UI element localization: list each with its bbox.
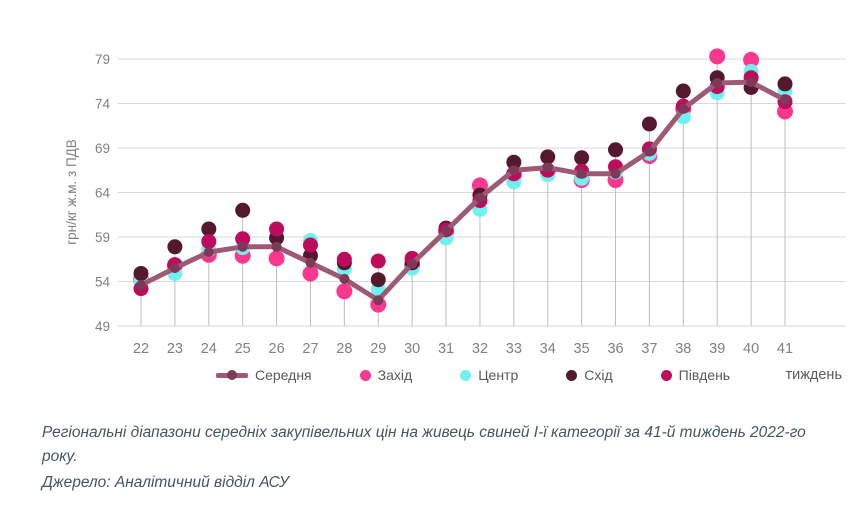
data-point-Схід <box>235 202 251 218</box>
data-point-Середня <box>542 162 553 173</box>
legend-label-zakhid: Захід <box>377 367 413 383</box>
data-point-Середня <box>678 103 689 114</box>
data-point-Середня <box>746 77 757 88</box>
x-tick-label: 25 <box>235 341 251 357</box>
y-tick-label: 49 <box>95 319 110 334</box>
legend-label-pivden: Південь <box>678 367 731 383</box>
x-tick-label: 37 <box>641 341 657 357</box>
dot-icon-skhid <box>566 369 578 381</box>
data-point-Захід <box>709 48 726 65</box>
data-point-Середня <box>237 241 248 252</box>
data-point-Середня <box>407 258 418 269</box>
data-point-Південь <box>201 233 217 249</box>
legend-item-skhid[interactable]: Схід <box>566 367 613 383</box>
data-point-Схід <box>201 221 217 237</box>
legend-item-pivden[interactable]: Південь <box>660 367 731 383</box>
data-point-Схід <box>167 239 183 255</box>
y-tick-label: 69 <box>95 141 110 156</box>
data-point-Середня <box>203 247 214 258</box>
x-tick-label: 38 <box>675 341 691 357</box>
legend-item-serednya[interactable]: Середня <box>216 367 312 383</box>
price-chart: 49 54 59 64 69 74 79 грн/кг ж.м. з ПДВ 22 23 24 25 2… <box>64 48 846 357</box>
data-point-Схід <box>675 83 691 99</box>
data-point-Середня <box>644 146 655 157</box>
data-point-Середня <box>373 295 384 306</box>
y-axis-title: грн/кг ж.м. з ПДВ <box>64 139 79 245</box>
x-tick-label: 41 <box>777 341 793 357</box>
chart-area: 49 54 59 64 69 74 79 грн/кг ж.м. з ПДВ 22 23 24 25 2… <box>0 48 852 385</box>
data-point-Схід <box>777 76 793 92</box>
data-point-Південь <box>336 251 352 267</box>
y-tick-label: 54 <box>95 275 111 290</box>
x-tick-label: 28 <box>336 341 352 357</box>
legend-item-zakhid[interactable]: Захід <box>359 367 413 383</box>
x-axis-title: тиждень <box>785 367 842 383</box>
data-point-Середня <box>780 94 790 105</box>
y-tick-label: 64 <box>95 186 111 201</box>
dot-icon-tsentr <box>460 369 472 381</box>
data-point-Середня <box>508 165 519 176</box>
x-tick-label: 36 <box>607 341 623 357</box>
caption-text: Регіональні діапазони середніх закупівел… <box>42 424 806 466</box>
x-tick-label: 29 <box>370 341 386 357</box>
chart-legend: Середня Захід Центр Схід Південь тиждень <box>0 365 852 385</box>
line-marker-dot-icon <box>227 370 237 380</box>
x-tick-label: 26 <box>269 341 285 357</box>
data-point-Середня <box>169 263 180 274</box>
data-point-Схід <box>641 116 657 132</box>
data-point-Захід <box>743 51 760 68</box>
data-point-Схід <box>133 265 149 281</box>
data-point-Захід <box>268 250 285 267</box>
data-point-Схід <box>506 154 522 170</box>
chart-caption: Регіональні діапазони середніх закупівел… <box>0 421 852 495</box>
legend-label-tsentr: Центр <box>478 367 519 383</box>
line-marker-icon <box>216 370 248 380</box>
data-point-Середня <box>136 280 146 291</box>
x-tick-label: 35 <box>574 341 590 357</box>
x-tick-label: 23 <box>167 341 183 357</box>
data-point-Середня <box>305 257 316 268</box>
y-tick-label: 79 <box>95 52 110 67</box>
average-line <box>138 79 788 303</box>
legend-label-serednya: Середня <box>255 367 312 383</box>
data-point-Схід <box>608 142 624 158</box>
data-point-Південь <box>370 253 386 269</box>
x-tick-label: 30 <box>404 341 420 357</box>
data-point-Схід <box>574 150 590 166</box>
data-point-Південь <box>235 231 251 247</box>
dot-icon-pivden <box>660 369 672 381</box>
data-point-Захід <box>302 265 319 282</box>
x-tick-label: 27 <box>302 341 318 357</box>
x-tick-label: 33 <box>506 341 522 357</box>
legend-item-tsentr[interactable]: Центр <box>460 367 518 383</box>
x-tick-label: 34 <box>540 341 556 357</box>
x-tick-label: 32 <box>472 341 488 357</box>
x-tick-label: 24 <box>201 341 217 357</box>
data-point-Середня <box>610 168 621 179</box>
data-point-Середня <box>339 273 350 284</box>
data-point-Середня <box>576 168 587 179</box>
data-point-Середня <box>474 192 485 203</box>
data-point-Схід <box>540 149 556 165</box>
dot-icon-zakhid <box>359 369 371 381</box>
data-point-Південь <box>302 237 318 253</box>
y-tick-label: 74 <box>95 97 111 112</box>
x-tick-label: 39 <box>709 341 725 357</box>
y-tick-label: 59 <box>95 230 110 245</box>
x-tick-label: 40 <box>743 341 759 357</box>
data-point-Середня <box>712 78 723 89</box>
x-tick-label: 22 <box>133 341 149 357</box>
data-point-Середня <box>271 241 282 252</box>
data-point-Середня <box>441 225 452 236</box>
data-point-Захід <box>336 283 353 300</box>
data-point-Південь <box>269 221 285 237</box>
caption-source: Джерело: Аналітичний відділ АСУ <box>42 474 289 492</box>
legend-label-skhid: Схід <box>584 367 613 383</box>
data-point-Схід <box>370 272 386 288</box>
x-tick-label: 31 <box>438 341 454 357</box>
